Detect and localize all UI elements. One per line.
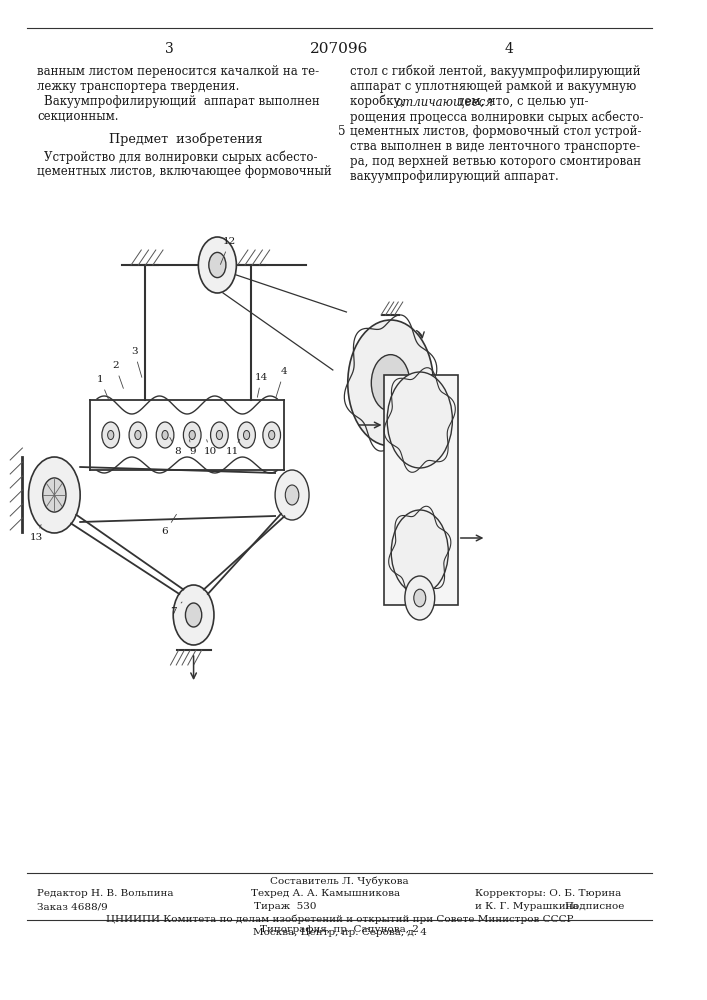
Circle shape: [173, 585, 214, 645]
Circle shape: [107, 430, 114, 440]
Text: 10: 10: [204, 440, 217, 456]
Circle shape: [387, 372, 452, 468]
Circle shape: [183, 422, 201, 448]
Bar: [385, 375, 458, 605]
Text: 3: 3: [165, 42, 174, 56]
Text: ЦНИИПИ Комитета по делам изобретений и открытий при Совете Министров СССР: ЦНИИПИ Комитета по делам изобретений и о…: [106, 915, 573, 924]
Circle shape: [263, 422, 281, 448]
Text: 12: 12: [221, 237, 236, 264]
Circle shape: [348, 320, 433, 446]
Text: Подписное: Подписное: [564, 902, 625, 911]
Text: 7: 7: [170, 602, 182, 616]
Text: 2: 2: [112, 361, 124, 388]
Circle shape: [216, 430, 223, 440]
Text: Заказ 4688/9: Заказ 4688/9: [37, 902, 108, 911]
Circle shape: [238, 422, 255, 448]
Text: Москва, Центр, пр. Серова, д. 4: Москва, Центр, пр. Серова, д. 4: [252, 928, 426, 937]
Text: ванным листом переносится качалкой на те-: ванным листом переносится качалкой на те…: [37, 65, 320, 78]
Text: лежку транспортера твердения.: лежку транспортера твердения.: [37, 80, 240, 93]
Circle shape: [42, 478, 66, 512]
Circle shape: [286, 485, 299, 505]
Circle shape: [189, 430, 195, 440]
Text: Техред А. А. Камышникова: Техред А. А. Камышникова: [251, 889, 400, 898]
Text: ства выполнен в виде ленточного транспорте-: ства выполнен в виде ленточного транспор…: [350, 140, 640, 153]
Circle shape: [243, 430, 250, 440]
Text: 11: 11: [226, 439, 240, 456]
Text: Редактор Н. В. Вольпина: Редактор Н. В. Вольпина: [37, 889, 174, 898]
Text: 13: 13: [30, 525, 42, 542]
Circle shape: [156, 422, 174, 448]
Text: Тираж  530: Тираж 530: [254, 902, 317, 911]
Text: Типография, пр. Сапунова, 2: Типография, пр. Сапунова, 2: [260, 925, 419, 934]
Text: тем, что, с целью уп-: тем, что, с целью уп-: [455, 95, 589, 108]
Text: 5: 5: [337, 125, 345, 138]
Circle shape: [211, 422, 228, 448]
Text: Корректоры: О. Б. Тюрина: Корректоры: О. Б. Тюрина: [476, 889, 621, 898]
Text: Составитель Л. Чубукова: Составитель Л. Чубукова: [270, 876, 409, 886]
Text: аппарат с уплотняющей рамкой и вакуумную: аппарат с уплотняющей рамкой и вакуумную: [350, 80, 636, 93]
Text: отличающееся: отличающееся: [396, 95, 494, 108]
Text: 14: 14: [255, 373, 268, 397]
Text: рощения процесса волнировки сырых асбесто-: рощения процесса волнировки сырых асбест…: [350, 110, 643, 123]
Text: Вакуумпрофилирующий  аппарат выполнен: Вакуумпрофилирующий аппарат выполнен: [44, 95, 320, 108]
Circle shape: [209, 252, 226, 278]
Text: вакуумпрофилирующий аппарат.: вакуумпрофилирующий аппарат.: [350, 170, 559, 183]
Text: 1: 1: [98, 375, 109, 400]
Text: и К. Г. Мурашкина: и К. Г. Мурашкина: [476, 902, 579, 911]
Circle shape: [102, 422, 119, 448]
Text: 4: 4: [276, 367, 287, 397]
Circle shape: [275, 470, 309, 520]
Circle shape: [414, 589, 426, 607]
Text: стол с гибкой лентой, вакуумпрофилирующий: стол с гибкой лентой, вакуумпрофилирующи…: [350, 65, 641, 79]
Text: 6: 6: [162, 514, 177, 536]
Text: Предмет  изобретения: Предмет изобретения: [109, 132, 262, 145]
Text: Устройство для волнировки сырых асбесто-: Устройство для волнировки сырых асбесто-: [44, 150, 317, 163]
Circle shape: [135, 430, 141, 440]
Text: ра, под верхней ветвью которого смонтирован: ра, под верхней ветвью которого смонтиро…: [350, 155, 641, 168]
Text: цементных листов, формовочный стол устрой-: цементных листов, формовочный стол устро…: [350, 125, 641, 138]
Circle shape: [28, 457, 80, 533]
Text: 8: 8: [170, 437, 181, 456]
Circle shape: [129, 422, 147, 448]
Circle shape: [162, 430, 168, 440]
Text: секционным.: секционным.: [37, 110, 119, 123]
Circle shape: [269, 430, 275, 440]
Circle shape: [371, 355, 410, 411]
Text: 207096: 207096: [310, 42, 369, 56]
Circle shape: [199, 237, 236, 293]
Text: цементных листов, включающее формовочный: цементных листов, включающее формовочный: [37, 165, 332, 178]
Text: 9: 9: [189, 440, 196, 456]
Circle shape: [185, 603, 201, 627]
Circle shape: [405, 576, 435, 620]
Circle shape: [391, 510, 448, 594]
Text: коробку,: коробку,: [350, 95, 408, 108]
Text: 3: 3: [132, 348, 142, 377]
Text: 4: 4: [505, 42, 514, 56]
